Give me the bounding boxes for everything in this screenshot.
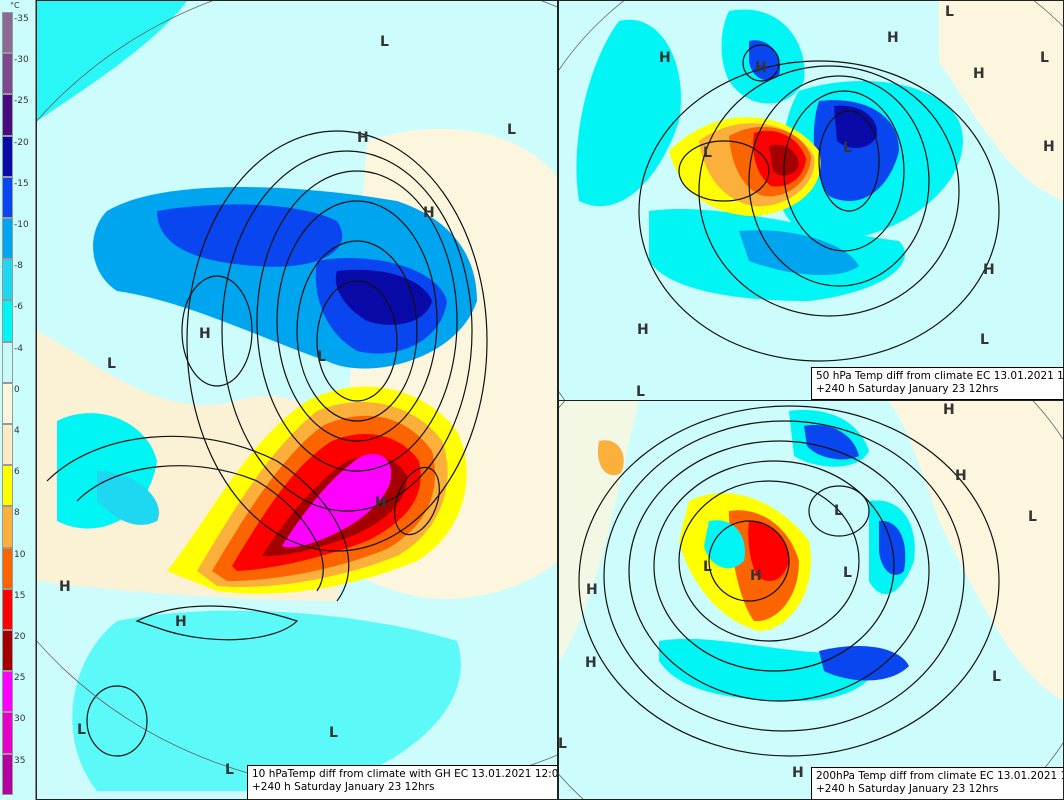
map-panel-10hpa: 10 hPaTemp diff from climate with GH EC … xyxy=(36,0,558,800)
legend-label: 15 xyxy=(14,590,26,601)
legend-label: 6 xyxy=(14,467,20,478)
legend-label: -30 xyxy=(14,55,29,66)
high-pressure-label: H xyxy=(1043,139,1055,155)
low-pressure-label: L xyxy=(703,559,712,575)
legend-swatch xyxy=(2,547,13,589)
high-pressure-label: H xyxy=(943,402,955,418)
legend-swatch xyxy=(2,12,13,54)
legend-label: -6 xyxy=(14,302,23,313)
map-panel-200hpa: 200hPa Temp diff from climate EC 13.01.2… xyxy=(558,400,1064,800)
low-pressure-label: L xyxy=(703,145,712,161)
high-pressure-label: H xyxy=(973,66,985,82)
low-pressure-label: L xyxy=(834,503,843,519)
map-caption-10hpa: 10 hPaTemp diff from climate with GH EC … xyxy=(247,765,558,799)
high-pressure-label: H xyxy=(659,50,671,66)
low-pressure-label: L xyxy=(317,349,326,365)
legend-swatch xyxy=(2,135,13,177)
high-pressure-label: H xyxy=(887,30,899,46)
low-pressure-label: L xyxy=(636,384,645,400)
legend-swatch xyxy=(2,753,13,795)
high-pressure-label: H xyxy=(792,765,804,781)
high-pressure-label: H xyxy=(59,579,71,595)
legend-swatch xyxy=(2,94,13,136)
legend-label: -4 xyxy=(14,343,23,354)
low-pressure-label: L xyxy=(225,762,234,778)
high-pressure-label: H xyxy=(755,60,767,76)
legend-swatch xyxy=(2,259,13,301)
high-pressure-label: H xyxy=(637,322,649,338)
legend-swatch xyxy=(2,712,13,754)
legend-label: 35 xyxy=(14,755,26,766)
high-pressure-label: H xyxy=(199,326,211,342)
legend-swatch xyxy=(2,53,13,95)
legend-label: -20 xyxy=(14,137,29,148)
high-pressure-label: H xyxy=(175,614,187,630)
caption-title: 50 hPa Temp diff from climate EC 13.01.2… xyxy=(816,370,1064,382)
legend-label: -35 xyxy=(14,14,29,24)
legend-label: -15 xyxy=(14,178,29,189)
high-pressure-label: H xyxy=(983,262,995,278)
high-pressure-label: H xyxy=(375,495,387,511)
legend-unit: °C xyxy=(10,1,20,10)
legend-swatch xyxy=(2,176,13,218)
legend-label: 8 xyxy=(14,508,20,519)
map-caption-50hpa: 50 hPa Temp diff from climate EC 13.01.2… xyxy=(811,367,1064,400)
legend-swatch xyxy=(2,424,13,466)
legend-label: 30 xyxy=(14,714,26,725)
low-pressure-label: L xyxy=(558,736,567,752)
legend-label: -25 xyxy=(14,96,29,107)
legend-swatch xyxy=(2,341,13,383)
legend-swatch xyxy=(2,630,13,672)
legend-label: 10 xyxy=(14,549,26,560)
legend-label: -8 xyxy=(14,261,23,272)
legend-label: -10 xyxy=(14,220,29,230)
low-pressure-label: L xyxy=(380,34,389,50)
high-pressure-label: H xyxy=(585,655,597,671)
legend-swatch xyxy=(2,671,13,713)
low-pressure-label: L xyxy=(77,722,86,738)
high-pressure-label: H xyxy=(357,130,369,146)
low-pressure-label: L xyxy=(843,140,852,156)
high-pressure-label: H xyxy=(423,205,435,221)
low-pressure-label: L xyxy=(329,725,338,741)
color-scale-legend: °C -35 -30 -25 -20 -15 -10 -8 -6 -4 0 4 6 8 10 15 20 25 3… xyxy=(0,0,36,800)
map-50hpa-shading xyxy=(559,1,1063,400)
legend-swatch xyxy=(2,506,13,548)
legend-label: 25 xyxy=(14,673,26,684)
low-pressure-label: L xyxy=(843,565,852,581)
low-pressure-label: L xyxy=(1040,50,1049,66)
caption-forecast-time: +240 h Saturday January 23 12hrs xyxy=(816,383,999,395)
map-caption-200hpa: 200hPa Temp diff from climate EC 13.01.2… xyxy=(811,767,1064,799)
legend-label: 4 xyxy=(14,426,20,436)
caption-title: 10 hPaTemp diff from climate with GH EC … xyxy=(252,768,558,780)
legend-swatch xyxy=(2,465,13,507)
low-pressure-label: L xyxy=(945,4,954,20)
low-pressure-label: L xyxy=(992,669,1001,685)
legend-swatch xyxy=(2,382,13,424)
legend-swatch xyxy=(2,218,13,260)
caption-forecast-time: +240 h Saturday January 23 12hrs xyxy=(252,781,435,793)
low-pressure-label: L xyxy=(980,332,989,348)
low-pressure-label: L xyxy=(107,356,116,372)
high-pressure-label: H xyxy=(955,468,967,484)
map-panel-50hpa: 50 hPa Temp diff from climate EC 13.01.2… xyxy=(558,0,1064,401)
legend-label: 0 xyxy=(14,384,20,395)
caption-title: 200hPa Temp diff from climate EC 13.01.2… xyxy=(816,770,1064,782)
legend-label: 20 xyxy=(14,632,26,642)
map-10hpa-shading xyxy=(37,1,557,799)
legend-swatch xyxy=(2,588,13,630)
low-pressure-label: L xyxy=(1028,509,1037,525)
caption-forecast-time: +240 h Saturday January 23 12hrs xyxy=(816,783,999,795)
map-200hpa-shading xyxy=(559,401,1063,799)
low-pressure-label: L xyxy=(507,122,516,138)
legend-swatch xyxy=(2,300,13,342)
high-pressure-label: H xyxy=(750,568,762,584)
high-pressure-label: H xyxy=(586,582,598,598)
